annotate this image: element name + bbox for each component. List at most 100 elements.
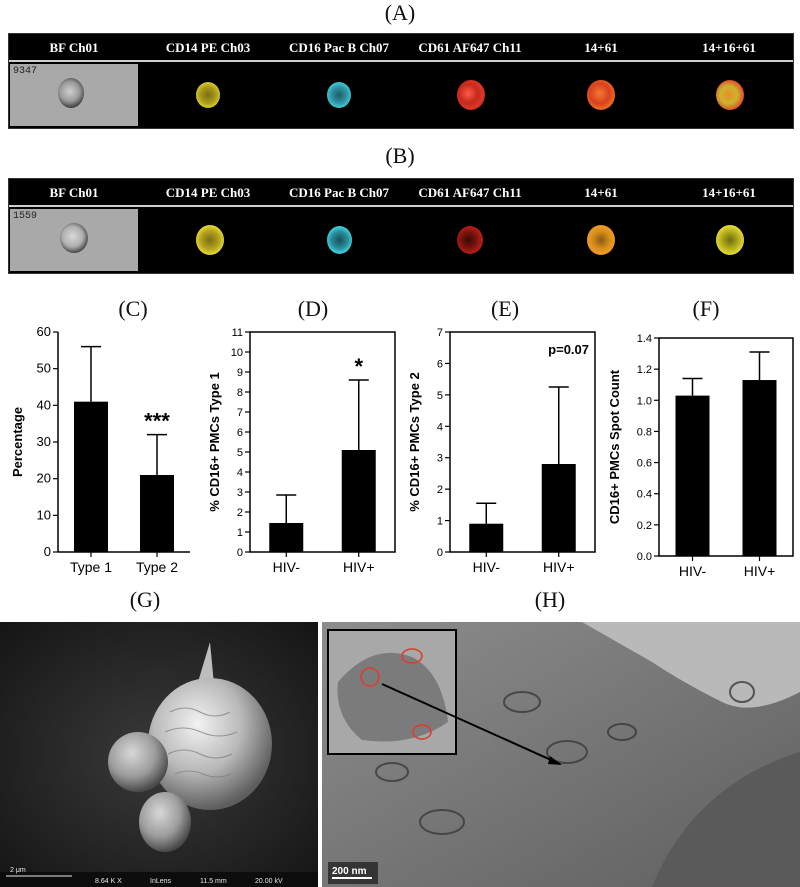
y-axis-label: CD16+ PMCs Spot Count (607, 369, 622, 524)
inset-mark-1 (360, 667, 380, 687)
inset-mark-3 (412, 724, 432, 740)
channel-header-merge-14-61: 14+61 (584, 40, 618, 55)
panel-label-f: (F) (692, 296, 720, 321)
merge-all-cell (716, 80, 744, 110)
sem-magnification: 8.64 K X (95, 878, 122, 885)
cd16-cell (327, 226, 352, 254)
y-tick-label: 0 (44, 544, 51, 559)
strip-divider (9, 60, 793, 62)
y-tick-label: 0.4 (637, 489, 652, 501)
y-tick-label: 3 (437, 453, 443, 465)
y-tick-label: 0.8 (637, 426, 652, 438)
y-tick-label: 11 (232, 327, 243, 339)
bar-chart-d: 0 1 2 3 4 5 6 7 8 9 10 11 % CD16+ PMCs Type 1 HIV- HIV… (207, 327, 396, 575)
object-id: 9347 (13, 66, 38, 77)
brightfield-tile: 9347 (10, 64, 138, 126)
bar (140, 475, 174, 552)
y-tick-label: 7 (237, 407, 243, 419)
y-tick-label: 0.2 (637, 520, 652, 532)
merge-14-61-cell (587, 80, 615, 110)
sem-working-distance: 11.5 mm (200, 878, 227, 885)
merge-14-61-cell (587, 225, 615, 255)
x-tick-label: HIV+ (343, 559, 375, 575)
panel-label-a: (A) (384, 0, 416, 25)
bar (541, 464, 576, 552)
y-tick-label: 10 (231, 347, 243, 359)
significance-marker: *** (144, 409, 170, 434)
cd14-cell (196, 82, 220, 108)
y-tick-label: 9 (237, 367, 243, 379)
channel-header-merge-14-61: 14+61 (584, 185, 618, 200)
y-tick-label: 60 (37, 324, 51, 339)
y-tick-label: 1.4 (637, 333, 652, 345)
y-tick-label: 1.0 (637, 395, 652, 407)
y-tick-label: 0.6 (637, 458, 652, 470)
y-axis-label: % CD16+ PMCs Type 2 (407, 372, 422, 512)
bar (675, 395, 710, 556)
x-tick-label: Type 2 (136, 559, 178, 575)
bar-chart-e: 0 1 2 3 4 5 6 7 % CD16+ PMCs Type 2 HIV- HIV+ p=0.0… (407, 327, 596, 575)
sem-voltage: 20.00 kV (255, 878, 283, 885)
tem-image: 200 nm (322, 622, 800, 887)
y-tick-label: 7 (437, 327, 443, 339)
merge-all-cell (716, 225, 744, 255)
y-tick-label: 10 (37, 507, 51, 522)
object-id: 1559 (13, 211, 38, 222)
y-tick-label: 5 (237, 447, 243, 459)
channel-header-cd16: CD16 Pac B Ch07 (288, 40, 390, 55)
panel-label-h: (H) (534, 587, 566, 612)
y-tick-label: 1 (437, 516, 443, 528)
cd61-cell (457, 226, 483, 254)
sem-detector: InLens (150, 878, 172, 885)
y-tick-label: 30 (37, 434, 51, 449)
y-tick-label: 6 (237, 427, 243, 439)
brightfield-tile: 1559 (10, 209, 138, 271)
panel-label-e: (E) (490, 296, 520, 321)
sem-small-cell-left (108, 732, 168, 792)
y-tick-label: 20 (37, 471, 51, 486)
y-tick-label: 2 (437, 484, 443, 496)
sem-image: 2 μm 8.64 K X InLens 11.5 mm 20.00 kV (0, 622, 318, 887)
channel-header-row: BF Ch01 CD14 PE Ch03 CD16 Pac B Ch07 CD6… (9, 179, 793, 205)
channel-header-cd16: CD16 Pac B Ch07 (288, 185, 390, 200)
tem-scale-label: 200 nm (332, 866, 367, 877)
y-tick-label: 3 (237, 487, 243, 499)
imaging-strip-a: BF Ch01 CD14 PE Ch03 CD16 Pac B Ch07 CD6… (8, 33, 794, 129)
tem-nucleus (652, 752, 800, 887)
channel-header-cd61: CD61 AF647 Ch11 (418, 40, 522, 55)
channel-header-cd14: CD14 PE Ch03 (165, 40, 251, 55)
y-tick-label: 40 (37, 397, 51, 412)
tem-micrograph: 200 nm (322, 622, 800, 887)
y-tick-label: 1 (237, 527, 243, 539)
panel-label-g: (G) (129, 587, 161, 612)
bar-chart-f: 0.0 0.2 0.4 0.6 0.8 1.0 1.2 1.4 CD16+ PMCs Spot … (607, 333, 794, 579)
bar (341, 450, 376, 552)
brightfield-cell (60, 223, 88, 253)
y-axis-label: Percentage (10, 407, 25, 477)
channel-header-merge-all: 14+16+61 (702, 40, 756, 55)
plot-frame (658, 337, 794, 557)
p-value-annotation: p=0.07 (548, 342, 589, 357)
strip-divider (9, 205, 793, 207)
panel-label-b: (B) (385, 143, 415, 168)
plot-frame (249, 331, 396, 553)
sem-large-cell (148, 678, 272, 810)
inset-mark-2 (401, 648, 423, 664)
panel-label-c: (C) (118, 296, 148, 321)
cd16-cell (327, 82, 351, 108)
panel-label-d: (D) (297, 296, 329, 321)
sem-micrograph: 2 μm 8.64 K X InLens 11.5 mm 20.00 kV (0, 622, 318, 887)
brightfield-cell (58, 78, 84, 108)
bar (742, 380, 777, 556)
y-tick-label: 5 (437, 390, 443, 402)
channel-header-cd14: CD14 PE Ch03 (165, 185, 251, 200)
channel-header-row: BF Ch01 CD14 PE Ch03 CD16 Pac B Ch07 CD6… (9, 34, 793, 60)
bar (469, 523, 504, 552)
channel-header-merge-all: 14+16+61 (702, 185, 756, 200)
x-tick-label: HIV+ (543, 559, 575, 575)
x-tick-label: HIV- (679, 563, 707, 579)
x-tick-label: HIV- (273, 559, 301, 575)
x-tick-label: HIV- (473, 559, 501, 575)
bar (74, 401, 108, 552)
y-tick-label: 50 (37, 361, 51, 376)
